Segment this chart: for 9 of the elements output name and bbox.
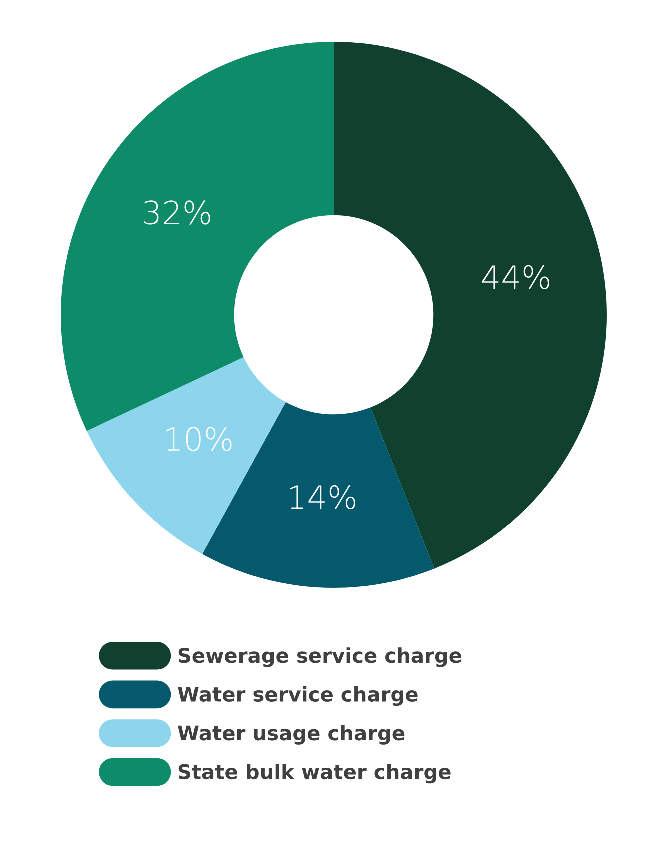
donut-slice — [86, 357, 286, 554]
legend-label: Water usage charge — [178, 725, 405, 745]
data-label: 14% — [290, 485, 356, 510]
legend-label: State bulk water charge — [178, 764, 451, 784]
legend-label: Water service charge — [178, 686, 418, 706]
legend-label: Sewerage service charge — [178, 648, 462, 668]
data-label: 44% — [482, 265, 550, 290]
data-label: 32% — [144, 200, 210, 225]
data-label: 10% — [166, 427, 232, 452]
